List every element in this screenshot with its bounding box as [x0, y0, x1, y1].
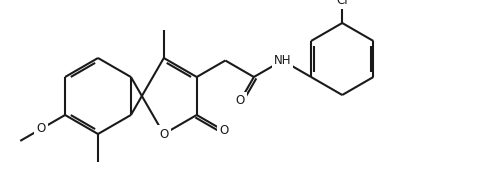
Text: O: O	[159, 127, 168, 141]
Text: O: O	[219, 124, 228, 137]
Text: Cl: Cl	[336, 0, 348, 7]
Text: NH: NH	[274, 54, 291, 67]
Text: O: O	[36, 122, 46, 136]
Text: O: O	[236, 94, 245, 107]
